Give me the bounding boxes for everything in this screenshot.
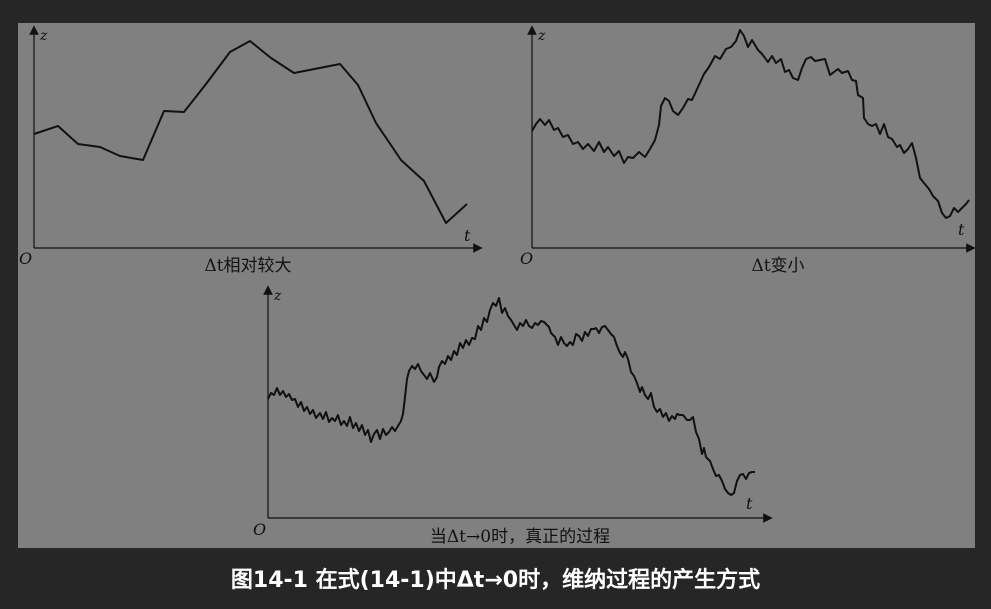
origin-label-p1: O	[19, 249, 32, 268]
path-true-process	[267, 297, 755, 496]
z-label-p3: z	[273, 288, 282, 304]
t-label-p1: t	[464, 226, 471, 245]
t-label-p2: t	[958, 220, 965, 239]
panel-true-process: z t O 当Δt→0时，真正的过程	[253, 285, 773, 547]
figure-panel: z t O Δt相对较大 z t O Δt变小 z t O 当Δt→0时，真正的…	[18, 23, 975, 548]
origin-label-p2: O	[520, 249, 533, 268]
panel-title-smaller-dt: Δt变小	[751, 256, 804, 276]
path-smaller-dt	[531, 29, 970, 219]
panel-title-large-dt: Δt相对较大	[204, 256, 291, 276]
path-large-dt	[33, 40, 468, 224]
figure-caption: 图14-1 在式(14-1)中Δt→0时，维纳过程的产生方式	[230, 568, 761, 593]
panel-title-true-process: 当Δt→0时，真正的过程	[430, 527, 610, 547]
z-label-p2: z	[537, 28, 546, 44]
z-label-p1: z	[39, 28, 48, 44]
panel-large-dt: z t O Δt相对较大	[19, 25, 483, 276]
panel-smaller-dt: z t O Δt变小	[520, 25, 975, 276]
origin-label-p3: O	[253, 520, 266, 539]
t-label-p3: t	[746, 494, 753, 513]
wiener-process-figure: z t O Δt相对较大 z t O Δt变小 z t O 当Δt→0时，真正的…	[19, 25, 975, 547]
